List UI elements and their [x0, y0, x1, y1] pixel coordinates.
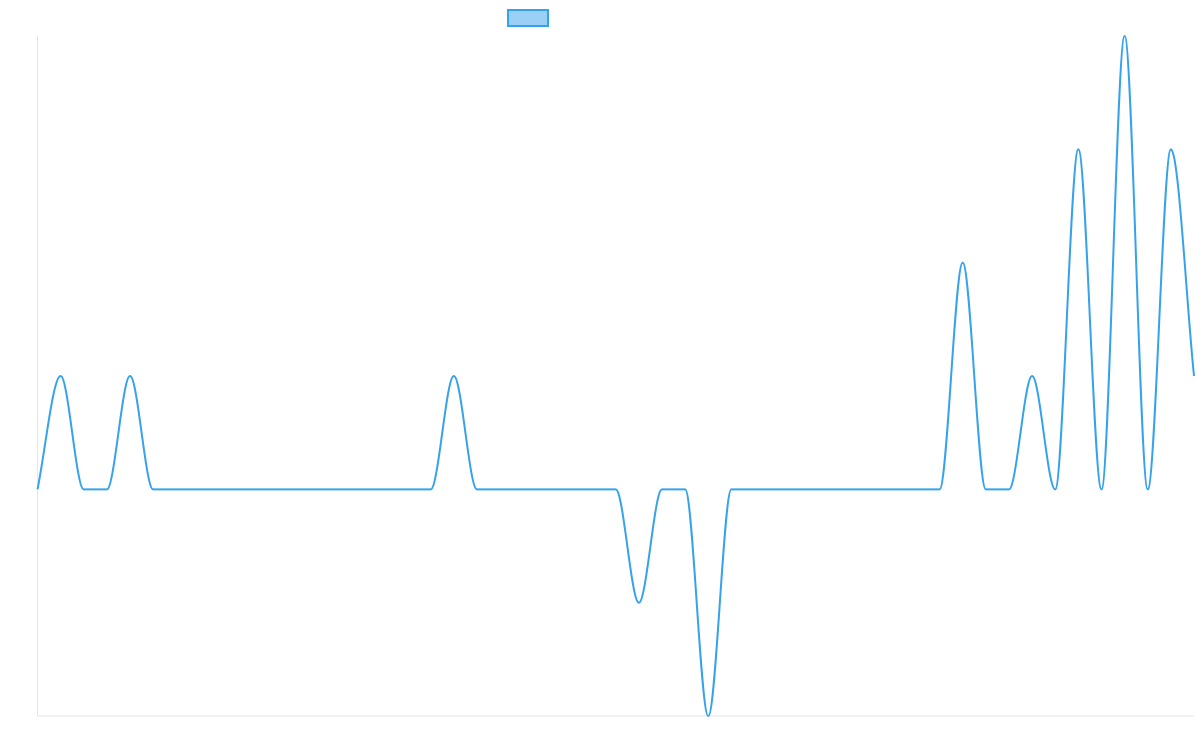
data-point[interactable]: [1075, 146, 1081, 152]
data-point[interactable]: [497, 486, 503, 492]
data-point[interactable]: [104, 486, 110, 492]
data-point[interactable]: [566, 486, 572, 492]
data-point[interactable]: [798, 486, 804, 492]
data-point[interactable]: [1052, 486, 1058, 492]
data-point[interactable]: [405, 486, 411, 492]
data-point[interactable]: [358, 486, 364, 492]
data-point[interactable]: [590, 486, 596, 492]
data-point[interactable]: [728, 486, 734, 492]
data-point[interactable]: [913, 486, 919, 492]
data-point[interactable]: [1122, 33, 1128, 39]
data-point[interactable]: [1168, 146, 1174, 152]
data-point[interactable]: [705, 713, 711, 719]
series-layer: [35, 33, 1197, 719]
data-point[interactable]: [451, 373, 457, 379]
axes: [37, 36, 1194, 717]
data-point[interactable]: [1191, 373, 1197, 379]
data-point[interactable]: [1006, 486, 1012, 492]
data-point[interactable]: [636, 600, 642, 606]
data-point[interactable]: [752, 486, 758, 492]
data-point[interactable]: [289, 486, 295, 492]
data-point[interactable]: [520, 486, 526, 492]
data-point[interactable]: [474, 486, 480, 492]
data-point[interactable]: [127, 373, 133, 379]
data-point[interactable]: [613, 486, 619, 492]
series-line[interactable]: [36, 35, 1195, 717]
data-point[interactable]: [659, 486, 665, 492]
data-point[interactable]: [243, 486, 249, 492]
data-point[interactable]: [220, 486, 226, 492]
data-point[interactable]: [960, 260, 966, 266]
data-point[interactable]: [150, 486, 156, 492]
data-point[interactable]: [428, 486, 434, 492]
data-point[interactable]: [890, 486, 896, 492]
legend[interactable]: [507, 9, 549, 27]
data-point[interactable]: [682, 486, 688, 492]
data-point[interactable]: [196, 486, 202, 492]
data-point[interactable]: [312, 486, 318, 492]
data-point[interactable]: [937, 486, 943, 492]
data-point[interactable]: [543, 486, 549, 492]
data-point[interactable]: [266, 486, 272, 492]
data-point[interactable]: [81, 486, 87, 492]
data-point[interactable]: [1145, 486, 1151, 492]
data-point[interactable]: [173, 486, 179, 492]
data-point[interactable]: [775, 486, 781, 492]
data-point[interactable]: [381, 486, 387, 492]
data-point[interactable]: [335, 486, 341, 492]
data-point[interactable]: [844, 486, 850, 492]
data-point[interactable]: [1029, 373, 1035, 379]
data-point[interactable]: [35, 486, 41, 492]
data-point[interactable]: [1098, 486, 1104, 492]
data-point[interactable]: [58, 373, 64, 379]
data-point[interactable]: [821, 486, 827, 492]
legend-swatch[interactable]: [507, 9, 549, 27]
data-point[interactable]: [867, 486, 873, 492]
data-point[interactable]: [983, 486, 989, 492]
